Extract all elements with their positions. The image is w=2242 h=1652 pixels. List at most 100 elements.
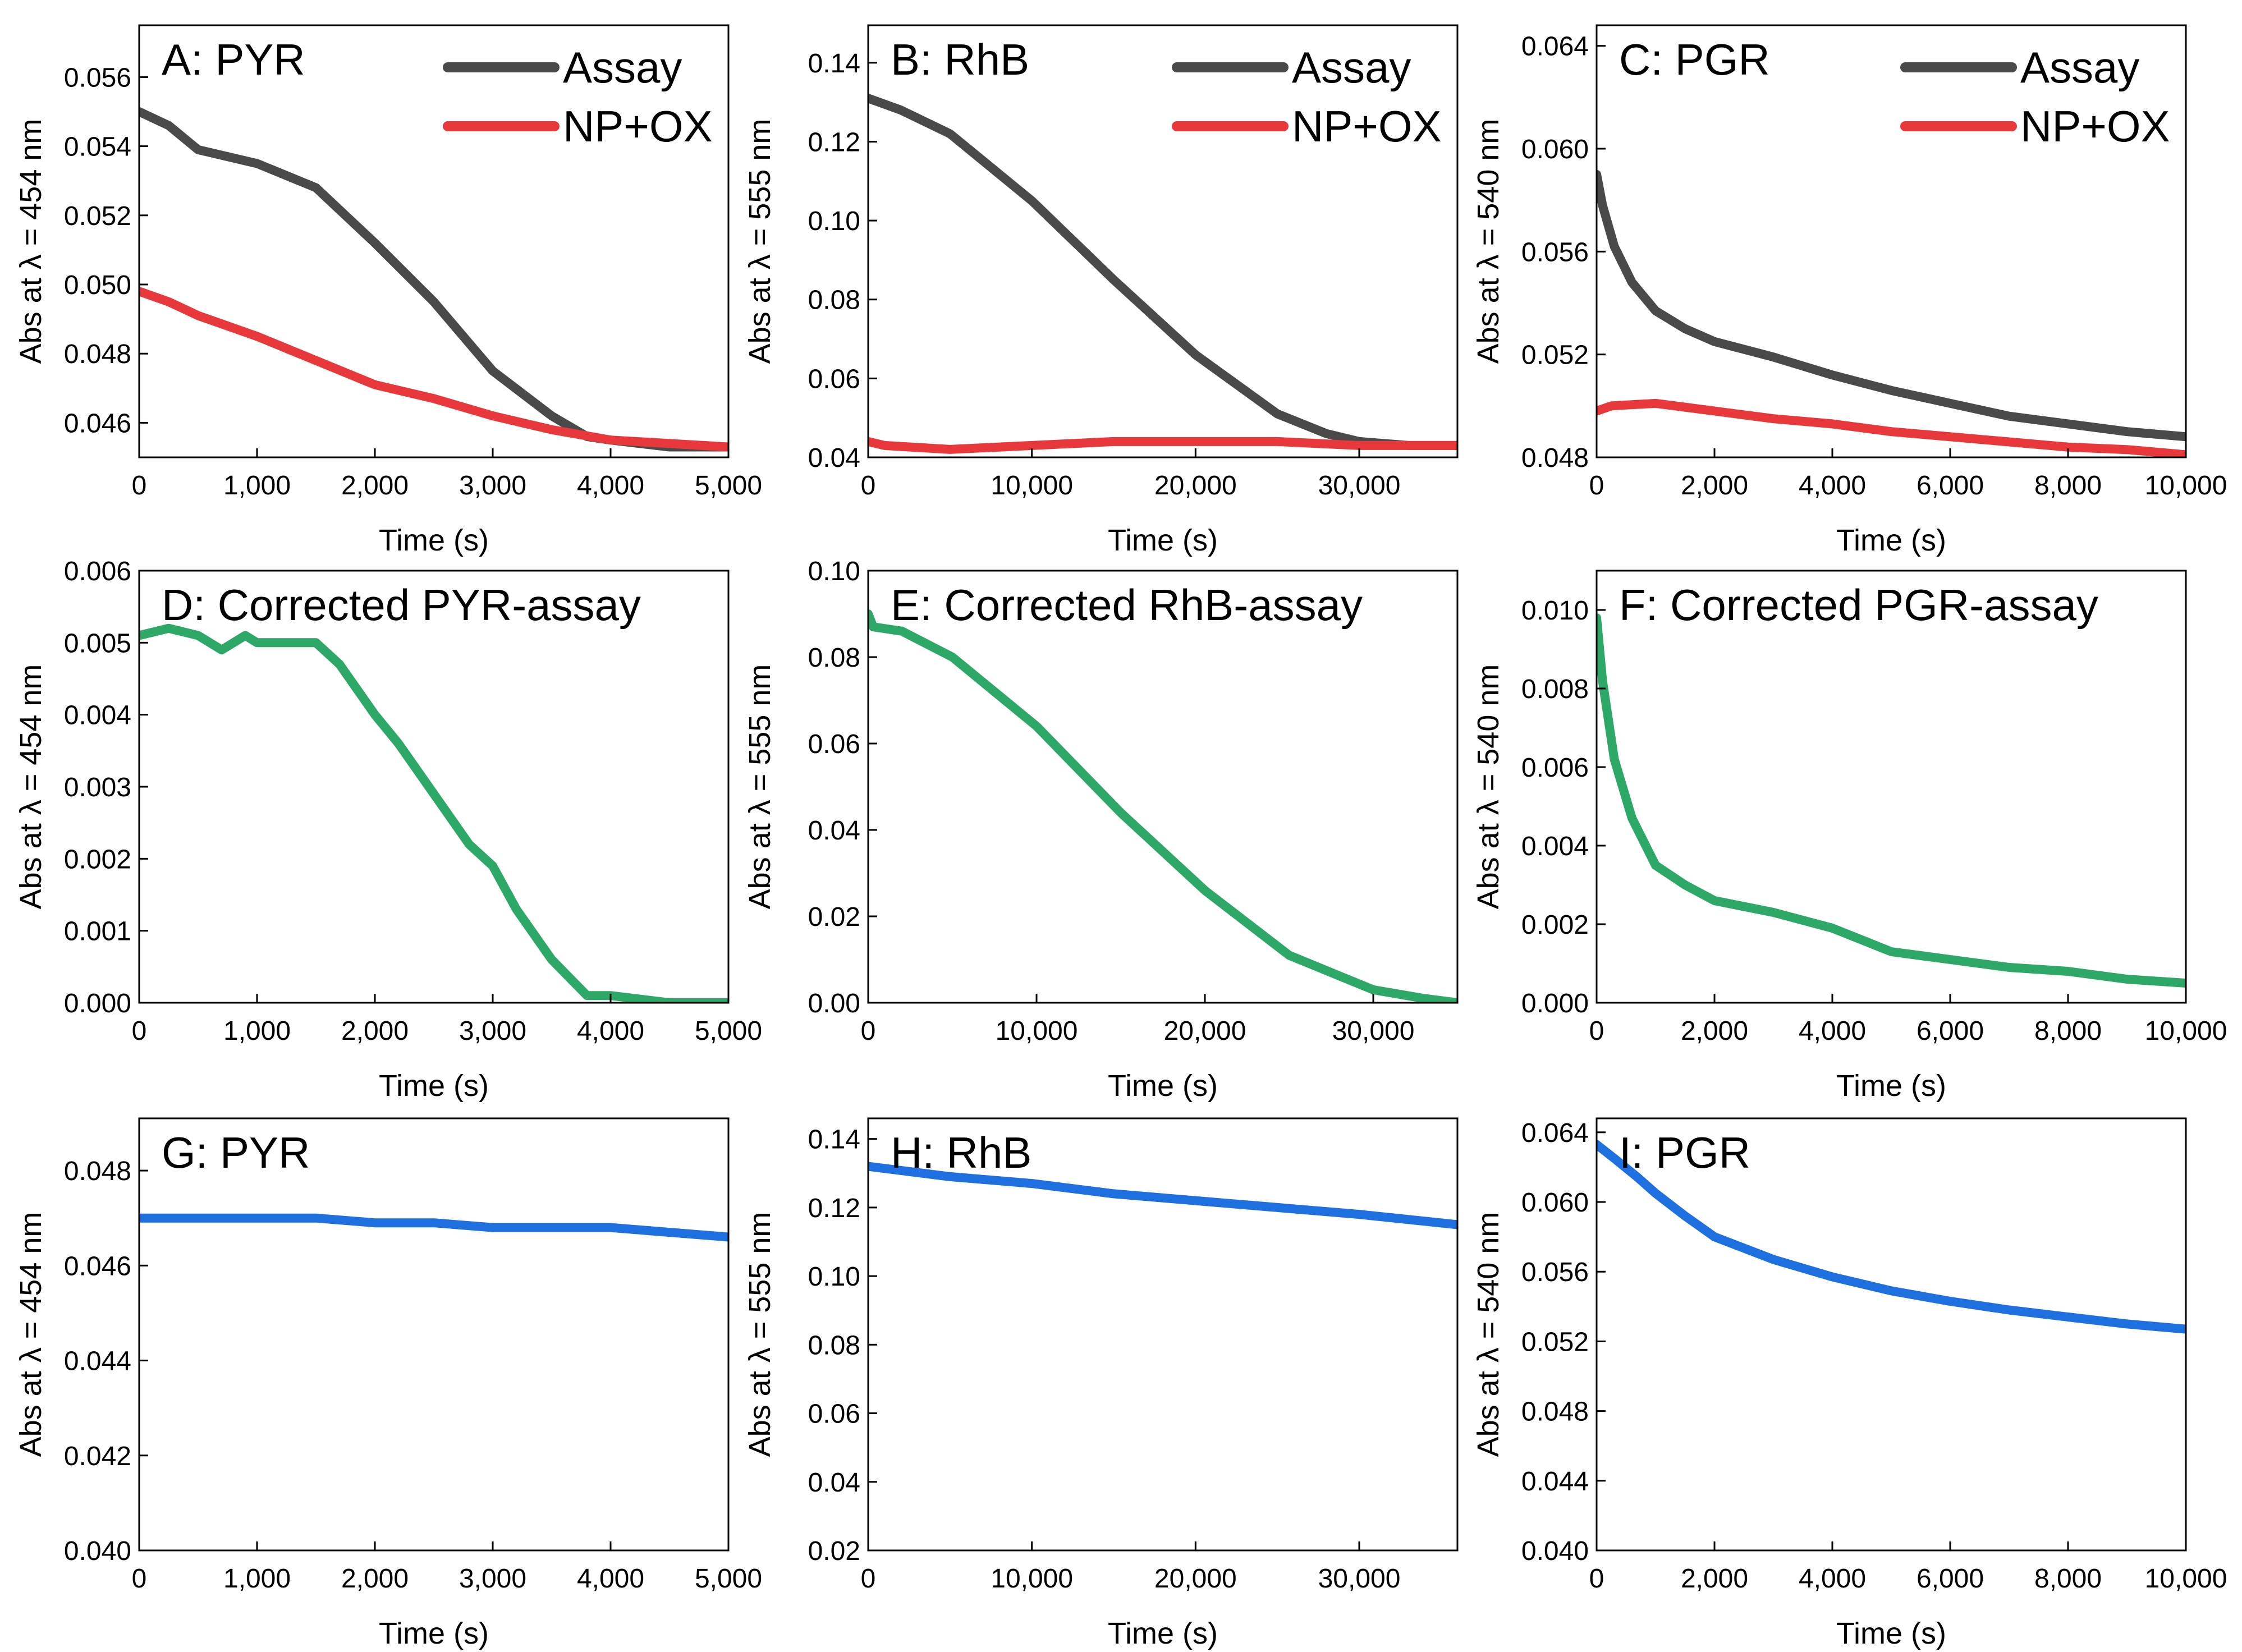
y-tick-label: 0.10 bbox=[808, 206, 860, 236]
plot-frame bbox=[1595, 1117, 2187, 1552]
x-axis-label: Time (s) bbox=[1836, 524, 1946, 557]
x-axis-label: Time (s) bbox=[1108, 1617, 1218, 1650]
y-tick-label: 0.001 bbox=[64, 917, 131, 947]
y-axis-label: Abs at λ = 540 nm bbox=[1471, 119, 1505, 364]
legend-label: NP+OX bbox=[563, 102, 713, 151]
x-axis-label: Time (s) bbox=[379, 1617, 489, 1650]
plot-frame bbox=[1595, 24, 2187, 458]
x-tick-label: 30,000 bbox=[1318, 471, 1401, 501]
x-tick-label: 0 bbox=[861, 1564, 876, 1594]
x-tick-label: 2,000 bbox=[341, 471, 409, 501]
y-tick-label: 0.052 bbox=[1521, 1327, 1589, 1357]
x-tick-label: 0 bbox=[1589, 1564, 1604, 1594]
panel-title: D: Corrected PYR-assay bbox=[162, 580, 641, 630]
panel-title: G: PYR bbox=[162, 1128, 310, 1177]
y-tick-label: 0.048 bbox=[64, 339, 131, 369]
x-tick-label: 4,000 bbox=[577, 1564, 644, 1594]
x-axis-label: Time (s) bbox=[379, 1069, 489, 1103]
y-tick-label: 0.000 bbox=[64, 989, 131, 1018]
x-tick-label: 0 bbox=[861, 471, 876, 501]
x-tick-label: 2,000 bbox=[1681, 1016, 1748, 1046]
series-line-np-ox bbox=[1597, 398, 2186, 457]
x-tick-label: 2,000 bbox=[341, 1016, 409, 1046]
legend-label: Assay bbox=[1292, 43, 1411, 92]
y-tick-label: 0.050 bbox=[64, 270, 131, 300]
series-line-corrected-rhb-assay bbox=[868, 609, 1457, 1003]
x-tick-label: 2,000 bbox=[1681, 1564, 1748, 1594]
x-tick-label: 3,000 bbox=[459, 1016, 526, 1046]
y-tick-label: 0.060 bbox=[1521, 1188, 1589, 1218]
panel-title: C: PGR bbox=[1619, 35, 1770, 84]
y-tick-label: 0.042 bbox=[64, 1442, 131, 1471]
legend-label: Assay bbox=[563, 43, 682, 92]
y-tick-label: 0.054 bbox=[64, 132, 131, 162]
x-tick-label: 0 bbox=[1589, 471, 1604, 501]
panel-title: I: PGR bbox=[1619, 1128, 1750, 1177]
x-axis-label: Time (s) bbox=[379, 524, 489, 557]
legend: Assay NP+OX bbox=[1172, 43, 1442, 151]
legend: Assay NP+OX bbox=[443, 43, 713, 151]
y-tick-label: 0.06 bbox=[808, 729, 860, 759]
legend-label: NP+OX bbox=[2020, 102, 2170, 151]
y-tick-label: 0.044 bbox=[1521, 1467, 1589, 1497]
y-tick-label: 0.056 bbox=[1521, 237, 1589, 267]
series-line-pyr bbox=[139, 1213, 728, 1242]
y-tick-label: 0.048 bbox=[1521, 1397, 1589, 1427]
y-axis-label: Abs at λ = 540 nm bbox=[1471, 1212, 1505, 1457]
x-tick-label: 8,000 bbox=[2034, 1016, 2102, 1046]
x-tick-label: 10,000 bbox=[2145, 1016, 2227, 1046]
series-line-np-ox bbox=[139, 287, 728, 452]
y-tick-label: 0.04 bbox=[808, 443, 860, 473]
panel-title: B: RhB bbox=[891, 35, 1029, 84]
x-tick-label: 0 bbox=[132, 1016, 147, 1046]
y-tick-label: 0.048 bbox=[64, 1157, 131, 1186]
x-tick-label: 20,000 bbox=[1154, 1564, 1237, 1594]
x-tick-label: 10,000 bbox=[2145, 1564, 2227, 1594]
series-group bbox=[868, 1162, 1457, 1229]
y-tick-label: 0.06 bbox=[808, 1399, 860, 1429]
x-tick-label: 20,000 bbox=[1164, 1016, 1246, 1046]
x-tick-label: 4,000 bbox=[1799, 1564, 1866, 1594]
x-axis-label: Time (s) bbox=[1836, 1069, 1946, 1103]
x-tick-label: 4,000 bbox=[1799, 471, 1866, 501]
legend-label: Assay bbox=[2020, 43, 2139, 92]
series-group bbox=[1597, 613, 2186, 988]
x-axis-label: Time (s) bbox=[1836, 1617, 1946, 1650]
x-axis-label: Time (s) bbox=[1108, 1069, 1218, 1103]
x-tick-label: 2,000 bbox=[1681, 471, 1748, 501]
x-tick-label: 4,000 bbox=[1799, 1016, 1866, 1046]
chart-panel-d: 0 1,000 2,000 3,000 4,000 5,000 0.000 0.001 0.00… bbox=[14, 557, 762, 1103]
series-line-corrected-pyr-assay bbox=[139, 623, 728, 1003]
chart-panel-a: 0 1,000 2,000 3,000 4,000 5,000 0.046 0.048 0.05… bbox=[14, 24, 762, 557]
series-line-corrected-pgr-assay bbox=[1597, 613, 2186, 988]
plot-frame bbox=[138, 1117, 730, 1552]
y-tick-label: 0.006 bbox=[1521, 753, 1589, 783]
y-tick-label: 0.056 bbox=[1521, 1258, 1589, 1287]
chart-panel-b: 0 10,000 20,000 30,000 0.04 0.06 0.08 0.10 0.12 0… bbox=[743, 24, 1459, 557]
x-tick-label: 8,000 bbox=[2034, 1564, 2102, 1594]
x-tick-label: 6,000 bbox=[1917, 1016, 1984, 1046]
x-tick-label: 30,000 bbox=[1318, 1564, 1401, 1594]
y-tick-label: 0.040 bbox=[64, 1536, 131, 1566]
plot-frame bbox=[867, 1117, 1459, 1552]
y-tick-label: 0.004 bbox=[64, 701, 131, 731]
y-tick-label: 0.14 bbox=[808, 49, 860, 79]
chart-panel-g: 0 1,000 2,000 3,000 4,000 5,000 0.040 0.042 0.04… bbox=[14, 1117, 762, 1650]
series-line-rhb bbox=[868, 1162, 1457, 1229]
y-tick-label: 0.08 bbox=[808, 643, 860, 673]
series-line-assay bbox=[1597, 169, 2186, 442]
y-tick-label: 0.006 bbox=[64, 557, 131, 586]
y-tick-label: 0.056 bbox=[64, 63, 131, 93]
x-tick-label: 0 bbox=[1589, 1016, 1604, 1046]
plot-frame bbox=[1595, 570, 2187, 1004]
y-axis-label: Abs at λ = 555 nm bbox=[743, 1212, 777, 1457]
x-tick-label: 3,000 bbox=[459, 471, 526, 501]
x-tick-label: 30,000 bbox=[1332, 1016, 1415, 1046]
x-tick-label: 10,000 bbox=[2145, 471, 2227, 501]
x-tick-label: 6,000 bbox=[1917, 471, 1984, 501]
y-tick-label: 0.060 bbox=[1521, 135, 1589, 164]
legend: Assay NP+OX bbox=[1900, 43, 2170, 151]
series-group bbox=[1597, 169, 2186, 457]
x-tick-label: 5,000 bbox=[695, 471, 762, 501]
